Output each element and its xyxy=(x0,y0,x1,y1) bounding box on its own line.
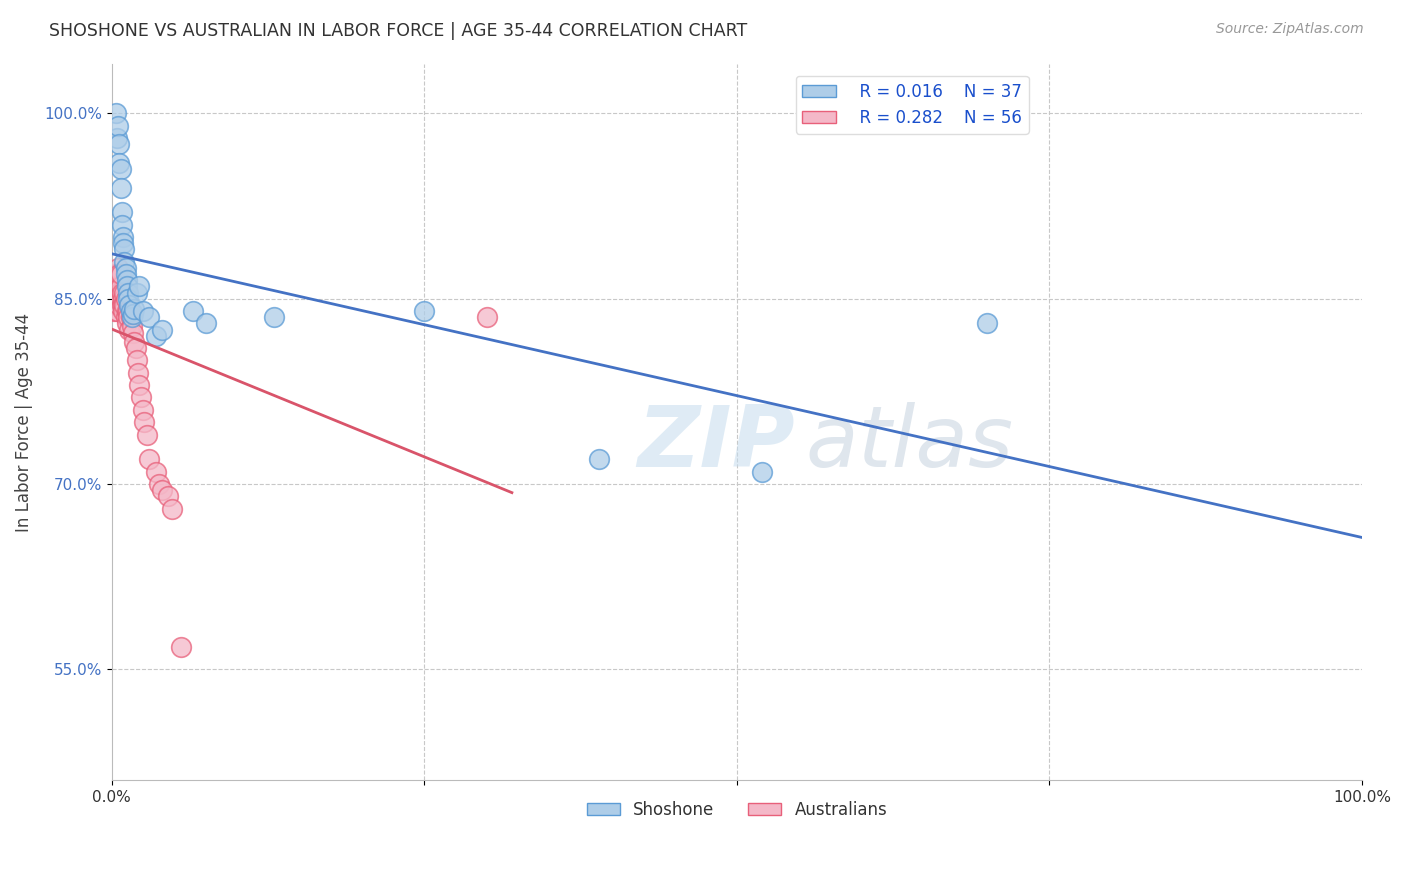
Point xyxy=(181,304,204,318)
Point xyxy=(107,260,129,275)
Point xyxy=(145,465,167,479)
Point xyxy=(150,483,173,497)
Point xyxy=(127,366,149,380)
Point xyxy=(122,326,145,341)
Point xyxy=(124,341,146,355)
Point xyxy=(110,161,132,176)
Text: SHOSHONE VS AUSTRALIAN IN LABOR FORCE | AGE 35-44 CORRELATION CHART: SHOSHONE VS AUSTRALIAN IN LABOR FORCE | … xyxy=(49,22,748,40)
Legend: Shoshone, Australians: Shoshone, Australians xyxy=(579,795,894,826)
Point xyxy=(475,310,498,325)
Point xyxy=(108,298,131,312)
Point xyxy=(112,230,135,244)
Point xyxy=(105,292,128,306)
Point xyxy=(108,137,131,152)
Point xyxy=(751,465,773,479)
Point xyxy=(134,415,156,429)
Point xyxy=(105,267,128,281)
Point xyxy=(121,310,143,325)
Point xyxy=(120,310,142,325)
Point xyxy=(107,119,129,133)
Point xyxy=(111,298,134,312)
Point xyxy=(120,304,142,318)
Point xyxy=(111,285,134,300)
Point xyxy=(114,292,136,306)
Point xyxy=(103,279,125,293)
Point xyxy=(108,279,131,293)
Point xyxy=(117,310,139,325)
Point xyxy=(110,285,132,300)
Point xyxy=(114,260,136,275)
Point xyxy=(129,391,152,405)
Point xyxy=(128,378,150,392)
Point xyxy=(117,292,139,306)
Point xyxy=(138,452,160,467)
Point xyxy=(117,285,139,300)
Text: atlas: atlas xyxy=(806,402,1014,485)
Point xyxy=(138,310,160,325)
Point xyxy=(124,334,146,349)
Point xyxy=(107,267,129,281)
Point xyxy=(132,402,155,417)
Point xyxy=(104,273,127,287)
Point xyxy=(112,292,135,306)
Point xyxy=(121,318,143,333)
Point xyxy=(105,304,128,318)
Point xyxy=(108,267,131,281)
Point xyxy=(122,306,145,320)
Point xyxy=(104,298,127,312)
Point xyxy=(104,285,127,300)
Point xyxy=(115,317,138,331)
Point xyxy=(108,156,131,170)
Point xyxy=(413,304,436,318)
Point xyxy=(150,322,173,336)
Point xyxy=(112,242,135,256)
Text: ZIP: ZIP xyxy=(637,402,794,485)
Point xyxy=(157,489,180,503)
Point xyxy=(118,298,141,312)
Point xyxy=(976,317,998,331)
Point xyxy=(107,285,129,300)
Point xyxy=(110,279,132,293)
Point xyxy=(107,279,129,293)
Point xyxy=(112,304,135,318)
Point xyxy=(110,267,132,281)
Point xyxy=(125,285,148,300)
Point xyxy=(169,640,191,654)
Point xyxy=(115,279,138,293)
Point xyxy=(145,328,167,343)
Point xyxy=(105,279,128,293)
Point xyxy=(588,452,610,467)
Point xyxy=(105,131,128,145)
Point xyxy=(108,285,131,300)
Point xyxy=(115,273,138,287)
Point xyxy=(104,267,127,281)
Point xyxy=(117,304,139,318)
Point xyxy=(111,218,134,232)
Point xyxy=(115,304,138,318)
Y-axis label: In Labor Force | Age 35-44: In Labor Force | Age 35-44 xyxy=(15,312,32,532)
Point xyxy=(114,267,136,281)
Point xyxy=(118,322,141,336)
Point xyxy=(112,285,135,300)
Point xyxy=(128,279,150,293)
Point xyxy=(125,353,148,368)
Point xyxy=(263,310,285,325)
Point xyxy=(114,310,136,325)
Point xyxy=(160,501,183,516)
Text: Source: ZipAtlas.com: Source: ZipAtlas.com xyxy=(1216,22,1364,37)
Point xyxy=(112,254,135,268)
Point xyxy=(103,304,125,318)
Point xyxy=(194,317,217,331)
Point xyxy=(124,301,146,316)
Point xyxy=(132,304,155,318)
Point xyxy=(135,427,157,442)
Point xyxy=(110,180,132,194)
Point xyxy=(112,298,135,312)
Point xyxy=(112,298,135,312)
Point xyxy=(111,205,134,219)
Point xyxy=(110,292,132,306)
Point xyxy=(104,106,127,120)
Point xyxy=(112,236,135,251)
Point xyxy=(148,477,170,491)
